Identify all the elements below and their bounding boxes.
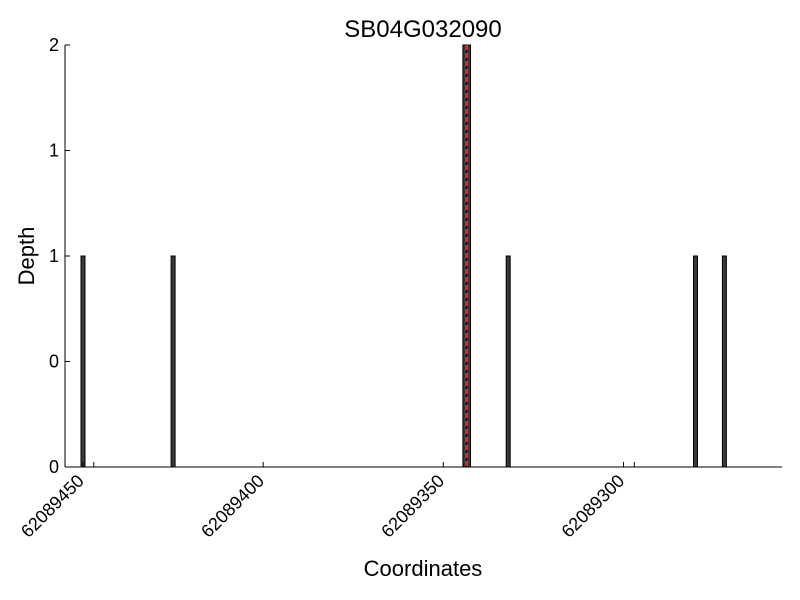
chart-title: SB04G032090 bbox=[344, 16, 501, 43]
y-tick-label: 0 bbox=[49, 352, 59, 372]
y-tick-label: 0 bbox=[49, 457, 59, 477]
y-tick-label: 2 bbox=[49, 35, 59, 55]
bar-layer bbox=[80, 44, 727, 468]
x-tick-label: 62089450 bbox=[17, 471, 88, 542]
depth-bar bbox=[505, 255, 511, 468]
y-tick-label: 1 bbox=[49, 141, 59, 161]
x-tick-label: 62089400 bbox=[197, 471, 268, 542]
y-axis-label: Depth bbox=[14, 227, 39, 286]
depth-bar bbox=[170, 255, 176, 468]
depth-bar bbox=[80, 255, 86, 468]
depth-bar bbox=[693, 255, 698, 468]
x-tick-label: 62089300 bbox=[558, 471, 629, 542]
x-tick-label: 62089350 bbox=[377, 471, 448, 542]
y-tick-label: 1 bbox=[49, 246, 59, 266]
depth-bar bbox=[721, 255, 727, 468]
x-axis-label: Coordinates bbox=[364, 556, 483, 581]
tick-layer: 0 0 1 1 2 62089450 62089400 62089350 62089300 bbox=[17, 35, 635, 542]
